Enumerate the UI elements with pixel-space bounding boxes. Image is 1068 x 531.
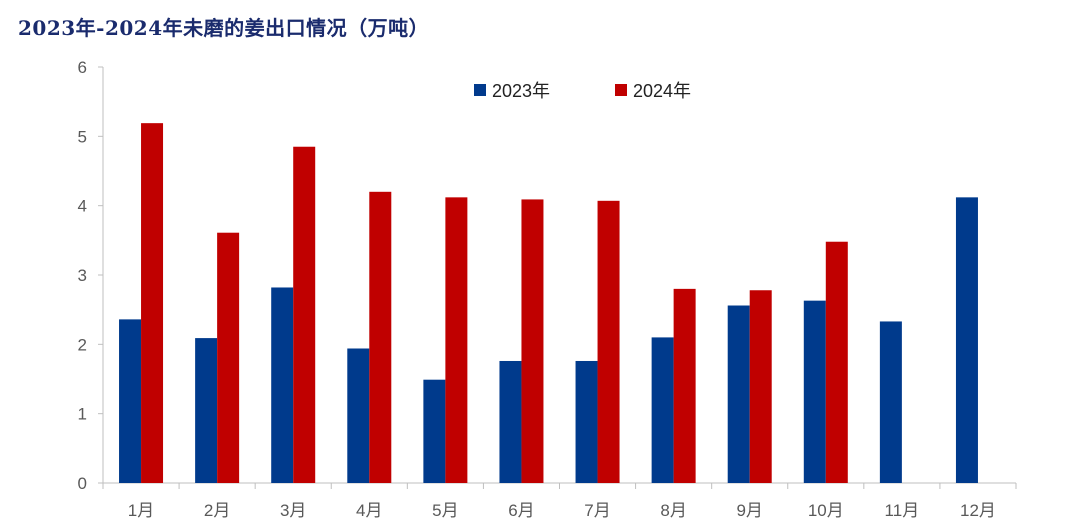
y-tick-label: 0 — [78, 474, 87, 493]
x-tick-label: 7月 — [584, 501, 610, 520]
bar-series1 — [347, 348, 370, 483]
chart-bars — [119, 123, 978, 484]
y-tick-label: 3 — [78, 266, 87, 285]
y-tick-label: 2 — [78, 335, 87, 354]
bar-series2 — [217, 232, 240, 483]
bar-series2 — [141, 123, 164, 483]
x-tick-label: 9月 — [736, 501, 762, 520]
y-tick-label: 6 — [78, 58, 87, 77]
bar-series1 — [271, 287, 294, 483]
legend-swatch — [615, 84, 627, 96]
chart-title: 2023年-2024年未磨的姜出口情况（万吨） — [18, 16, 430, 40]
legend-label: 2024年 — [633, 81, 691, 101]
x-tick-label: 5月 — [432, 501, 458, 520]
x-tick-label: 10月 — [808, 501, 844, 520]
chart-legend: 2023年 2024年 — [474, 81, 691, 101]
y-tick-label: 4 — [78, 197, 87, 216]
x-tick-label: 2月 — [204, 501, 230, 520]
y-tick-label: 5 — [78, 127, 87, 146]
x-tick-label: 11月 — [885, 501, 920, 520]
bar-series1 — [423, 379, 446, 483]
x-tick-label: 12月 — [960, 501, 996, 520]
bar-series1 — [803, 300, 826, 483]
bar-series2 — [369, 191, 392, 484]
x-tick-label: 4月 — [356, 501, 382, 520]
legend-label: 2023年 — [492, 81, 550, 101]
bar-series2 — [597, 200, 620, 483]
bar-series2 — [521, 199, 544, 483]
bar-series2 — [445, 197, 468, 483]
bar-series1 — [879, 321, 902, 483]
chart-axes: 0 1 2 3 4 5 6 1月 2月 3月 4月 5月 6月 7月 8月 9月 10月 11月 12月 — [78, 58, 1017, 520]
bar-series1 — [651, 337, 674, 483]
x-tick-label: 6月 — [508, 501, 534, 520]
bar-series2 — [749, 290, 772, 483]
bar-series1 — [499, 360, 522, 483]
bar-series1 — [575, 360, 598, 483]
bar-series2 — [825, 241, 848, 483]
bar-series2 — [673, 288, 696, 483]
legend-swatch — [474, 84, 486, 96]
bar-series2 — [293, 146, 316, 483]
y-tick-label: 1 — [78, 405, 87, 424]
x-tick-label: 1月 — [128, 501, 154, 520]
bar-series1 — [195, 338, 218, 483]
bar-series1 — [727, 305, 750, 483]
x-tick-label: 3月 — [280, 501, 306, 520]
bar-series1 — [955, 197, 978, 483]
x-tick-label: 8月 — [660, 501, 686, 520]
bar-series1 — [119, 319, 142, 483]
